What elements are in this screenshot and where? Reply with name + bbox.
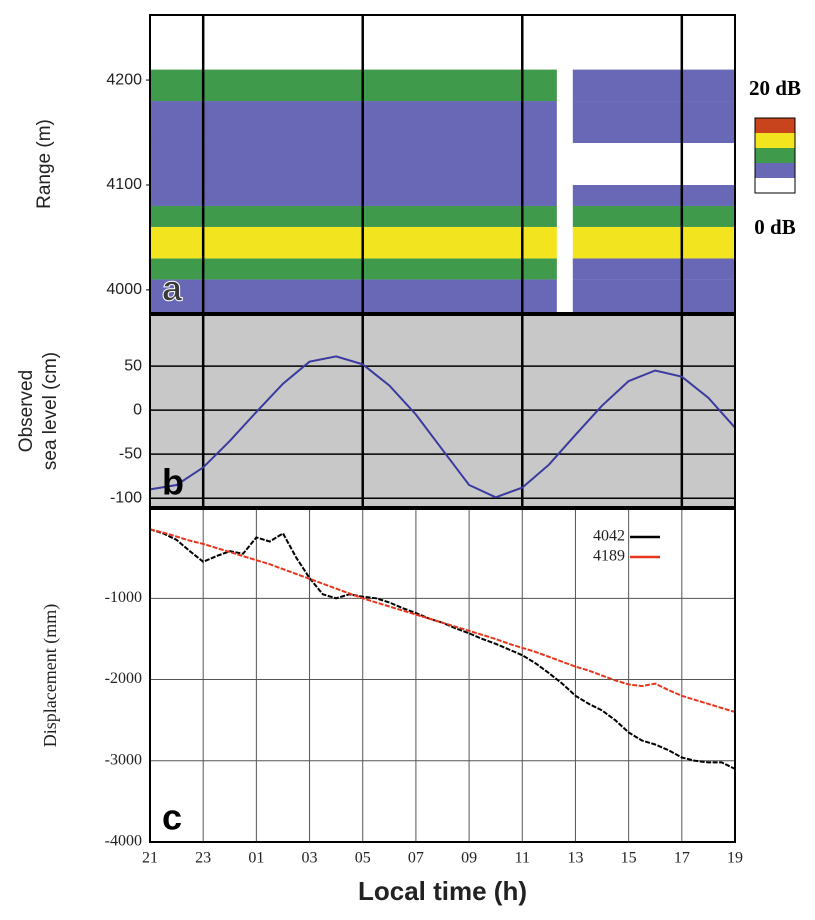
- heatmap-cell: [572, 184, 735, 206]
- heatmap-cell: [150, 184, 557, 206]
- x-tick-label: 03: [302, 850, 318, 867]
- heatmap-cell: [150, 205, 557, 227]
- legend-label: 4042: [593, 528, 625, 545]
- heatmap-cell: [572, 205, 735, 227]
- panel-frame: [149, 314, 736, 508]
- heatmap-cell: [150, 15, 557, 70]
- x-tick-label: 15: [621, 850, 637, 867]
- panel-label: a: [162, 268, 183, 309]
- x-tick-label: 21: [142, 850, 158, 867]
- y-tick-label: -3000: [105, 751, 142, 768]
- x-tick-label: 17: [674, 850, 690, 867]
- y-tick-label: -50: [119, 445, 142, 462]
- heatmap-cell: [150, 226, 557, 259]
- y-axis-label: sea level (cm): [40, 352, 61, 470]
- colorbar-swatch: [755, 118, 795, 133]
- heatmap-cell: [572, 101, 735, 144]
- heatmap-cell: [572, 258, 735, 280]
- heatmap-cell: [572, 279, 735, 313]
- data-line: [149, 528, 736, 713]
- y-tick-label: -100: [110, 489, 142, 506]
- x-tick-label: 07: [408, 850, 424, 867]
- heatmap-cell: [572, 69, 735, 102]
- x-tick-label: 13: [567, 850, 583, 867]
- data-line: [149, 355, 736, 499]
- panel-frame: [149, 508, 736, 843]
- heatmap-cell: [572, 15, 735, 70]
- y-tick-label: -2000: [105, 670, 142, 687]
- heatmap-cell: [572, 143, 735, 185]
- x-tick-label: 01: [248, 850, 264, 867]
- heatmap-cell: [572, 226, 735, 259]
- y-tick-label: 50: [124, 357, 142, 374]
- y-tick-label: 0: [133, 401, 142, 418]
- legend-label: 4189: [593, 548, 625, 565]
- x-axis-label: Local time (h): [358, 876, 527, 906]
- colorbar-label: 20 dB: [749, 76, 801, 100]
- y-axis-label: Displacement (mm): [40, 604, 61, 747]
- heatmap-cell: [150, 101, 557, 144]
- y-tick-label: -1000: [105, 589, 142, 606]
- y-tick-label: 4000: [106, 281, 142, 298]
- colorbar-swatch: [755, 163, 795, 178]
- y-tick-label: -4000: [105, 833, 142, 850]
- colorbar-label: 0 dB: [754, 215, 795, 239]
- panel-background: [150, 315, 735, 507]
- heatmap-cell: [150, 143, 557, 185]
- heatmap-cell: [150, 69, 557, 102]
- panel-background: [150, 509, 735, 842]
- y-tick-label: 4200: [106, 71, 142, 88]
- y-axis-label: Range (m): [34, 119, 55, 209]
- heatmap-cell: [150, 258, 557, 280]
- y-axis-label: Observed: [16, 370, 37, 452]
- x-tick-label: 09: [461, 850, 477, 867]
- colorbar-swatch: [755, 133, 795, 148]
- colorbar-frame: [754, 117, 796, 194]
- panel-frame: [149, 14, 736, 314]
- panel-label: b: [162, 462, 184, 503]
- panel-label: c: [162, 797, 182, 838]
- y-tick-label: 4100: [106, 176, 142, 193]
- heatmap-cell: [150, 279, 557, 313]
- x-tick-label: 05: [355, 850, 371, 867]
- x-tick-label: 11: [515, 850, 530, 867]
- colorbar-swatch: [755, 178, 795, 193]
- x-tick-label: 19: [727, 850, 743, 867]
- colorbar-swatch: [755, 148, 795, 163]
- x-tick-label: 23: [195, 850, 211, 867]
